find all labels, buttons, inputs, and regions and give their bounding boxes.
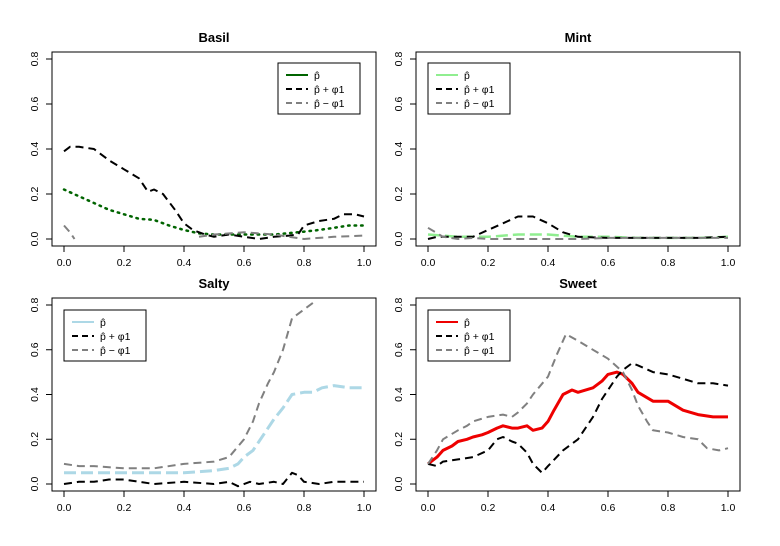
x-tick-label: 0.4 xyxy=(177,257,192,269)
panel-basil: Basil 0.0 0.2 0.4 0.6 0.8 1.0 0.0 0.2 0.4 0.6 0.8 p̂… xyxy=(29,30,377,269)
legend-label: p̂ − φ1 xyxy=(464,345,495,357)
series-line xyxy=(64,384,364,475)
y-tick-label: 0.6 xyxy=(393,97,405,112)
x-tick-label: 0.8 xyxy=(661,502,676,514)
x-tick-label: 0.6 xyxy=(601,257,616,269)
y-tick-label: 0.6 xyxy=(29,342,41,357)
series-line xyxy=(198,231,365,240)
x-tick-label: 0.2 xyxy=(117,257,132,269)
chart-title: Salty xyxy=(198,276,230,291)
panel-sweet: Sweet 0.0 0.2 0.4 0.6 0.8 1.0 0.0 0.2 0.4 0.6 0.8 p̂… xyxy=(393,276,741,514)
legend-label: p̂ − φ1 xyxy=(314,98,345,110)
x-tick-label: 1.0 xyxy=(721,502,736,514)
x-tick-label: 0.6 xyxy=(237,502,252,514)
legend-label: p̂ + φ1 xyxy=(464,84,495,96)
y-tick-label: 0.6 xyxy=(29,97,41,112)
x-tick-label: 1.0 xyxy=(357,257,372,269)
y-tick-label: 0.8 xyxy=(29,52,41,67)
legend: p̂ p̂ + φ1 p̂ − φ1 xyxy=(427,309,511,362)
y-tick-label: 0.6 xyxy=(393,342,405,357)
x-tick-label: 0.4 xyxy=(177,502,192,514)
series-line xyxy=(63,224,76,240)
x-tick-label: 0.0 xyxy=(57,502,72,514)
y-tick-label: 0.0 xyxy=(29,232,41,247)
chart-title: Basil xyxy=(198,30,229,45)
x-tick-label: 0.2 xyxy=(481,502,496,514)
x-tick-label: 0.0 xyxy=(421,257,436,269)
x-tick-label: 0.0 xyxy=(421,502,436,514)
y-tick-label: 0.2 xyxy=(393,432,405,447)
x-tick-label: 0.8 xyxy=(297,257,312,269)
chart-title: Mint xyxy=(565,30,592,45)
x-tick-label: 0.2 xyxy=(117,502,132,514)
x-tick-label: 1.0 xyxy=(357,502,372,514)
legend-label: p̂ − φ1 xyxy=(464,98,495,110)
y-tick-label: 0.8 xyxy=(29,298,41,313)
x-tick-label: 0.0 xyxy=(57,257,72,269)
x-tick-label: 0.6 xyxy=(601,502,616,514)
legend-label: p̂ + φ1 xyxy=(464,331,495,343)
chart-title: Sweet xyxy=(559,276,597,291)
y-tick-label: 0.8 xyxy=(393,52,405,67)
y-tick-label: 0.8 xyxy=(393,298,405,313)
legend-label: p̂ xyxy=(314,70,320,82)
series-line xyxy=(63,301,314,470)
legend-label: p̂ xyxy=(464,317,470,329)
legend-label: p̂ + φ1 xyxy=(100,331,131,343)
y-tick-label: 0.2 xyxy=(393,187,405,202)
y-tick-label: 0.4 xyxy=(393,387,405,402)
y-tick-label: 0.4 xyxy=(393,142,405,157)
legend-label: p̂ − φ1 xyxy=(100,345,131,357)
series-line xyxy=(62,188,366,236)
x-tick-label: 1.0 xyxy=(721,257,736,269)
y-tick-label: 0.2 xyxy=(29,187,41,202)
x-tick-label: 0.8 xyxy=(297,502,312,514)
y-tick-label: 0.4 xyxy=(29,142,41,157)
legend-label: p̂ xyxy=(100,317,106,329)
series-line xyxy=(427,370,728,466)
x-tick-label: 0.6 xyxy=(237,257,252,269)
y-tick-label: 0.0 xyxy=(393,477,405,492)
legend-label: p̂ xyxy=(464,70,470,82)
y-tick-label: 0.0 xyxy=(393,232,405,247)
legend: p̂ p̂ + φ1 p̂ − φ1 xyxy=(63,309,147,362)
y-tick-label: 0.0 xyxy=(29,477,41,492)
legend-label: p̂ + φ1 xyxy=(314,84,345,96)
x-tick-label: 0.8 xyxy=(661,257,676,269)
series-line xyxy=(427,362,729,474)
y-tick-label: 0.2 xyxy=(29,432,41,447)
x-tick-label: 0.4 xyxy=(541,502,556,514)
x-tick-label: 0.2 xyxy=(481,257,496,269)
legend: p̂ p̂ + φ1 p̂ − φ1 xyxy=(277,62,361,115)
series-line xyxy=(63,471,364,488)
x-tick-label: 0.4 xyxy=(541,257,556,269)
y-tick-label: 0.4 xyxy=(29,387,41,402)
legend: p̂ p̂ + φ1 p̂ − φ1 xyxy=(427,62,511,115)
series-line xyxy=(63,145,365,240)
series-line xyxy=(427,226,728,240)
panel-salty: Salty 0.0 0.2 0.4 0.6 0.8 1.0 0.0 0.2 0.4 0.6 0.8 p̂… xyxy=(29,276,377,514)
legend-box xyxy=(427,309,511,362)
